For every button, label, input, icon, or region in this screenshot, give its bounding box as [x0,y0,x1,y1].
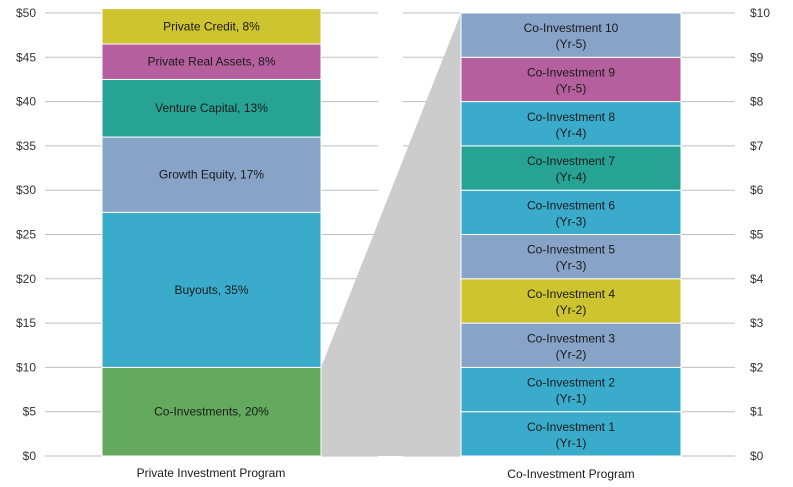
left-tick-label: $35 [16,139,36,153]
segment-co-investment-6 [460,189,682,235]
segment-label: Venture Capital, 13% [155,101,268,115]
right-tick-label: $9 [750,50,764,64]
segment-sublabel: (Yr-3) [556,214,587,228]
segment-co-investment-1 [460,411,682,457]
segment-sublabel: (Yr-4) [556,170,587,184]
segment-label: Co-Investment 5 [527,243,615,257]
left-tick-label: $40 [16,95,36,109]
segment-label: Co-Investment 1 [527,420,615,434]
segment-label: Buyouts, 35% [174,283,248,297]
segment-label: Private Real Assets, 8% [147,55,275,69]
zoom-connector [321,13,461,456]
right-tick-label: $3 [750,316,764,330]
segment-buyouts [101,211,322,368]
right-tick-label: $5 [750,228,764,242]
segment-label: Growth Equity, 17% [159,168,264,182]
segment-co-investment-5 [460,234,682,280]
left-tick-label: $0 [23,449,37,463]
private-investment-stacked-bar: Co-Investments, 20% Buyouts, 35% Growth Eq… [101,8,322,457]
left-tick-label: $15 [16,316,36,330]
left-y-axis-ticks: $0 $5 $10 $15 $20 $25 $30 $35 $40 $45 $50 [16,6,36,463]
left-tick-label: $30 [16,183,36,197]
segment-co-investment-3 [460,322,682,368]
segment-co-investment-10 [460,12,682,58]
segment-co-investment-2 [460,366,682,413]
segment-sublabel: (Yr-1) [556,436,587,450]
left-tick-label: $50 [16,6,36,20]
segment-private-real-assets [101,43,322,80]
left-tick-label: $5 [23,405,37,419]
co-investment-stacked-bar: Co-Investment 1 (Yr-1) Co-Investment 2 (Yr-… [460,12,682,457]
right-tick-label: $10 [750,6,770,20]
left-tick-label: $10 [16,360,36,374]
segment-venture-capital [101,78,322,138]
segment-sublabel: (Yr-2) [556,347,587,361]
right-tick-label: $4 [750,272,764,286]
right-y-axis-ticks: $0 $1 $2 $3 $4 $5 $6 $7 $8 $9 $10 [750,6,770,463]
segment-label: Co-Investment 4 [527,287,615,301]
segment-co-investment-7 [460,145,682,191]
segment-sublabel: (Yr-5) [556,37,587,51]
segment-label: Co-Investment 7 [527,154,615,168]
segment-label: Co-Investment 8 [527,110,615,124]
segment-sublabel: (Yr-4) [556,126,587,140]
right-tick-label: $2 [750,360,764,374]
right-tick-label: $6 [750,183,764,197]
segment-label: Co-Investment 2 [527,376,615,390]
segment-sublabel: (Yr-1) [556,392,587,406]
segment-sublabel: (Yr-3) [556,259,587,273]
segment-label: Co-Investment 6 [527,198,615,212]
segment-co-investment-4 [460,278,682,324]
segment-co-investment-9 [460,56,682,103]
right-tick-label: $8 [750,95,764,109]
segment-sublabel: (Yr-2) [556,303,587,317]
segment-co-investments [101,366,322,457]
segment-label: Private Credit, 8% [163,19,260,33]
right-tick-label: $1 [750,405,764,419]
segment-label: Co-Investment 10 [524,21,619,35]
segment-label: Co-Investment 9 [527,65,615,79]
private-investment-axis-label: Private Investment Program [137,466,286,480]
left-tick-label: $25 [16,228,36,242]
left-tick-label: $45 [16,50,36,64]
co-investment-axis-label: Co-Investment Program [507,467,634,481]
segment-label: Co-Investments, 20% [154,405,269,419]
segment-private-credit [101,8,322,45]
left-tick-label: $20 [16,272,36,286]
segment-sublabel: (Yr-5) [556,81,587,95]
right-tick-label: $7 [750,139,764,153]
segment-growth-equity [101,136,322,213]
right-tick-label: $0 [750,449,764,463]
segment-label: Co-Investment 3 [527,331,615,345]
